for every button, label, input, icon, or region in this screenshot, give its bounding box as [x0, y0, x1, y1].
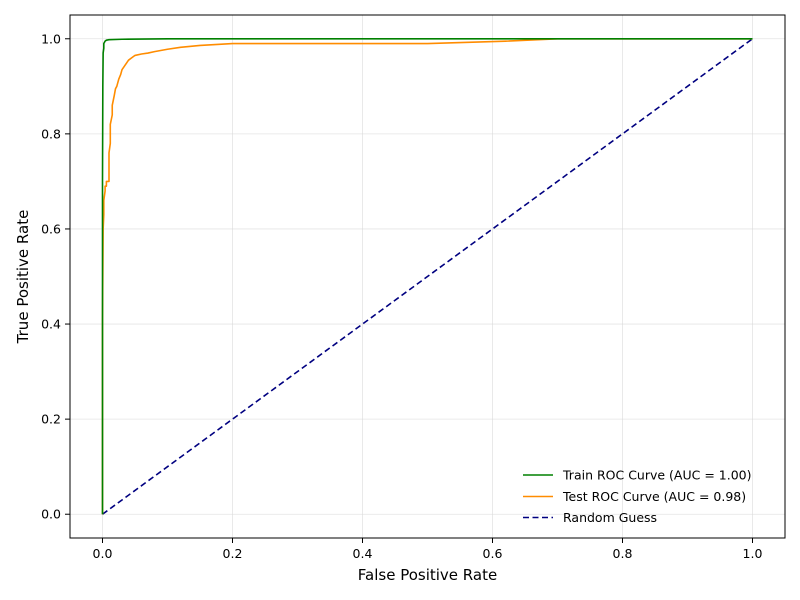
y-tick-label: 0.4	[41, 317, 61, 332]
y-axis-label: True Positive Rate	[14, 210, 32, 345]
train-roc-line	[101, 37, 753, 515]
plot-series	[101, 37, 753, 515]
random-guess-line	[102, 38, 753, 515]
legend-label-test: Test ROC Curve (AUC = 0.98)	[562, 489, 746, 504]
y-tick-label: 0.0	[41, 507, 61, 522]
legend: Train ROC Curve (AUC = 1.00) Test ROC Cu…	[523, 468, 751, 525]
axis-ticks: 0.0 0.2 0.4 0.6 0.8 1.0 0.0 0.2 0.4 0.6 0.8 1.0	[41, 31, 762, 561]
y-tick-label: 0.6	[41, 221, 61, 236]
x-tick-label: 0.8	[613, 546, 633, 561]
y-tick-label: 1.0	[41, 31, 61, 46]
legend-label-random: Random Guess	[563, 510, 657, 525]
x-tick-label: 0.2	[223, 546, 243, 561]
x-tick-label: 0.4	[353, 546, 373, 561]
y-tick-label: 0.8	[41, 126, 61, 141]
x-axis-label: False Positive Rate	[358, 566, 497, 584]
x-tick-label: 0.6	[483, 546, 503, 561]
legend-label-train: Train ROC Curve (AUC = 1.00)	[562, 468, 751, 483]
x-tick-label: 0.0	[93, 546, 113, 561]
plot-frame	[69, 14, 786, 539]
x-tick-label: 1.0	[743, 546, 763, 561]
test-roc-line	[101, 37, 753, 515]
y-tick-label: 0.2	[41, 412, 61, 427]
